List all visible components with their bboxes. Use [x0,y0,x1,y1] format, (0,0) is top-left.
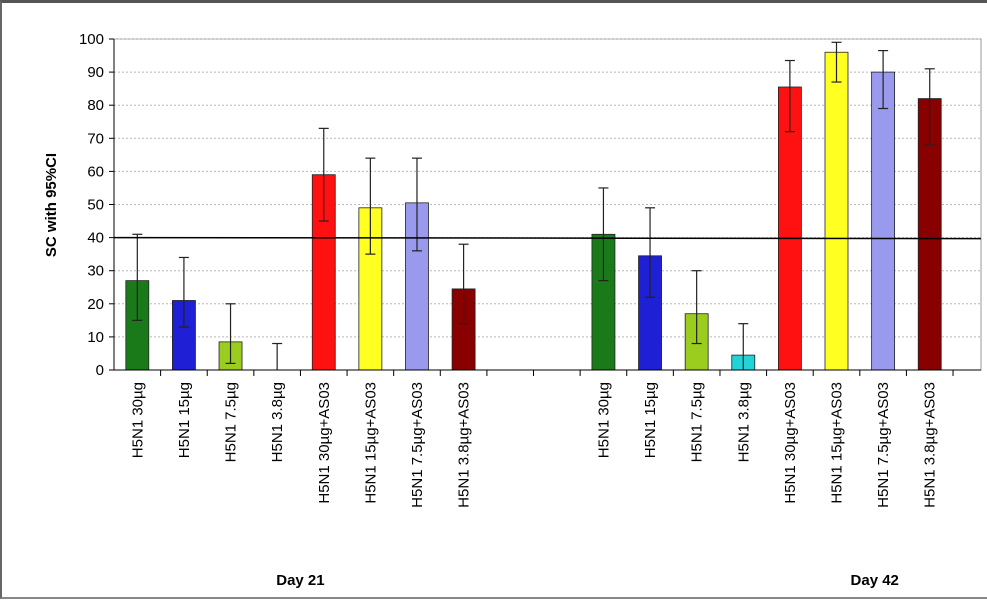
labels: H5N1 30µg H5N1 15µg H5N1 7.5µg H5N1 3.8µg H5… [129,382,938,589]
y-tick-label: 10 [87,329,104,346]
category-label: H5N1 7.5µg [223,382,240,462]
y-tick-label: 70 [87,130,104,147]
reference-line [113,236,982,240]
category-label: H5N1 15µg+AS03 [829,382,846,504]
group-label: Day 21 [276,572,324,589]
y-tick-label: 90 [87,64,104,81]
y-tick-label: 80 [87,97,104,114]
y-tick-label: 100 [79,31,104,48]
axes: 0 10 20 30 40 50 60 70 80 90 100 [79,31,981,379]
category-label: H5N1 3.8µg+AS03 [456,382,473,508]
y-tick-label: 20 [87,296,104,313]
y-tick-label: 40 [87,230,104,247]
category-label: H5N1 7.5µg [689,382,706,462]
gridlines [113,38,982,371]
category-label: H5N1 30µg+AS03 [316,382,333,504]
y-tick-label: 30 [87,263,104,280]
category-label: H5N1 30µg [129,382,146,458]
bar [871,71,896,371]
category-label: H5N1 30µg [595,382,612,458]
category-label: H5N1 15µg+AS03 [362,382,379,504]
y-tick-label: 60 [87,163,104,180]
category-label: H5N1 15µg [176,382,193,458]
category-label: H5N1 7.5µg+AS03 [409,382,426,508]
category-label: H5N1 3.8µg+AS03 [922,382,939,508]
y-axis-title: SC with 95%CI [43,153,60,257]
error-bars [132,41,935,370]
category-label: H5N1 3.8µg [735,382,752,462]
group-label: Day 42 [851,572,899,589]
bar-chart: SC with 95%CI 0 10 20 30 40 50 60 70 80 90 100 H5N… [43,31,982,589]
y-tick-label: 0 [96,362,104,379]
bar [824,51,849,371]
category-label: H5N1 3.8µg [269,382,286,462]
category-label: H5N1 30µg+AS03 [782,382,799,504]
category-label: H5N1 7.5µg+AS03 [875,382,892,508]
y-tick-label: 50 [87,197,104,214]
category-label: H5N1 15µg [642,382,659,458]
threshold-line [113,236,982,240]
